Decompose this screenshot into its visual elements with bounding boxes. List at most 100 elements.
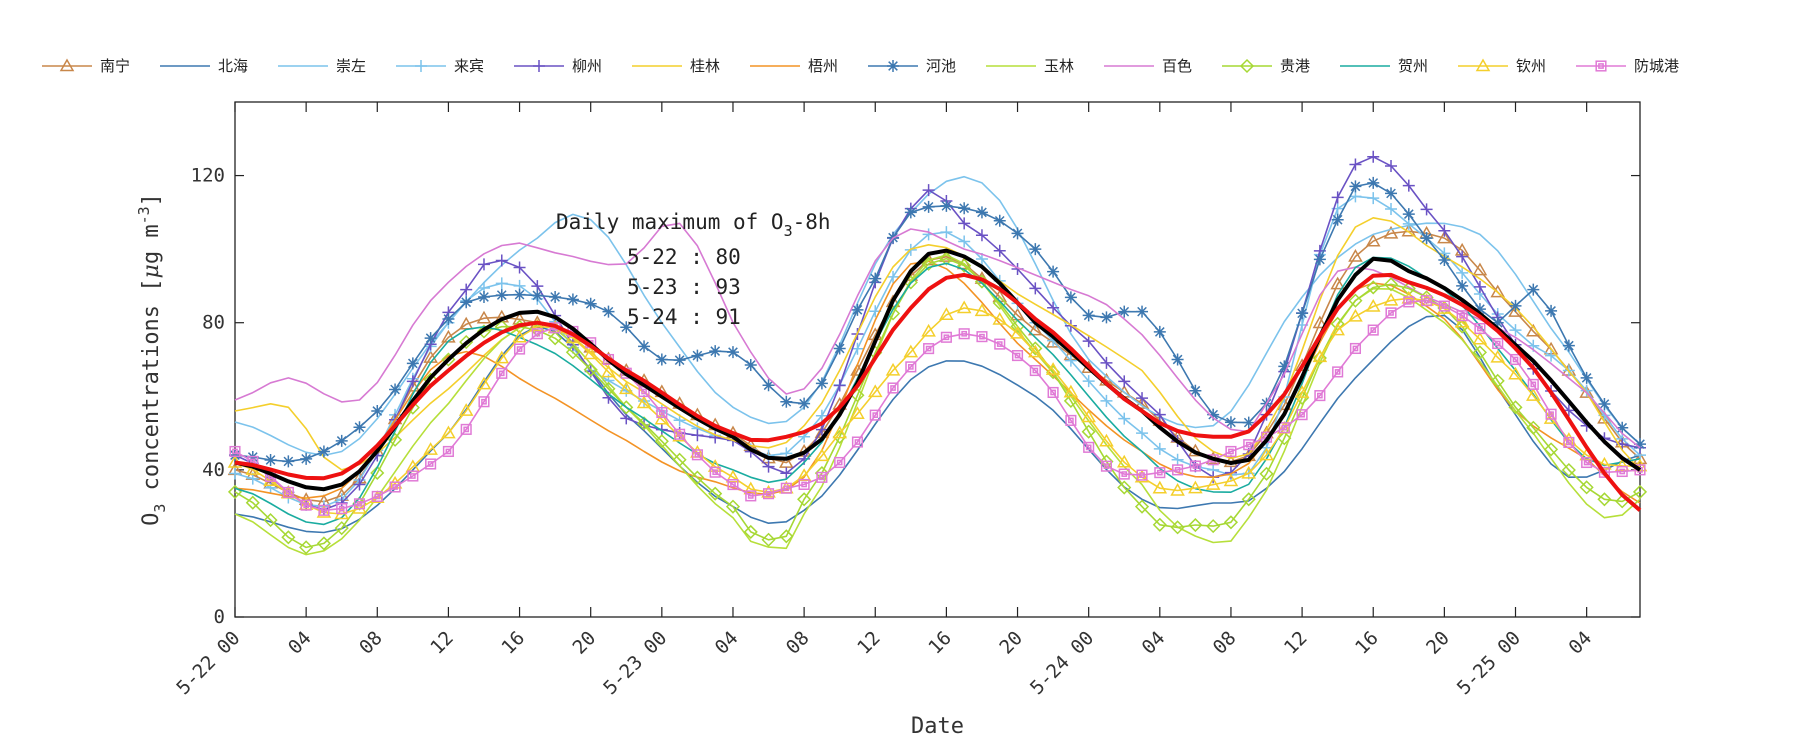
- data-point: [1383, 225, 1399, 239]
- data-point: [1029, 364, 1041, 377]
- data-point: [1259, 466, 1274, 481]
- legend-label: 玉林: [1044, 57, 1074, 75]
- data-point: [318, 504, 330, 516]
- data-point: [229, 467, 241, 480]
- data-point: [335, 434, 348, 447]
- x-tick-label: 5-24 00: [1026, 627, 1098, 699]
- data-point: [974, 303, 990, 317]
- data-point: [1296, 409, 1308, 421]
- y-label-part: g m: [139, 224, 164, 264]
- data-point: [676, 431, 683, 438]
- data-point: [743, 524, 758, 539]
- legend-item: 崇左: [278, 57, 366, 75]
- data-point: [1118, 375, 1131, 388]
- data-point: [885, 294, 901, 308]
- data-point: [1472, 262, 1488, 276]
- data-point: [1205, 477, 1221, 490]
- data-point: [1136, 305, 1149, 318]
- data-point: [1317, 392, 1323, 399]
- data-point: [1456, 250, 1469, 263]
- x-tick-label: 5-22 00: [172, 627, 244, 699]
- data-point: [460, 283, 473, 296]
- data-point: [783, 485, 790, 492]
- annotation-line: 5-22 : 80: [627, 245, 741, 269]
- data-point: [1082, 335, 1095, 348]
- data-point: [1223, 473, 1239, 487]
- x-tick-label: 12: [853, 627, 885, 659]
- data-point: [1367, 150, 1380, 163]
- legend-item: 百色: [1104, 57, 1192, 75]
- data-point: [691, 429, 704, 442]
- data-point: [979, 333, 985, 340]
- y-label-part: 3: [151, 504, 169, 513]
- data-point: [887, 270, 900, 283]
- data-point: [655, 353, 668, 366]
- y-label-part: μ: [139, 264, 164, 278]
- data-point: [1548, 411, 1554, 418]
- data-point: [1081, 424, 1096, 439]
- data-point: [1029, 282, 1042, 295]
- data-point: [1156, 469, 1163, 476]
- data-point: [1388, 310, 1394, 316]
- data-point: [1352, 345, 1359, 352]
- data-point: [498, 370, 505, 377]
- data-point: [1153, 442, 1166, 455]
- data-point: [264, 481, 277, 494]
- data-point: [566, 293, 579, 306]
- y-tick-label: 120: [191, 165, 225, 187]
- y-label-part: O: [139, 513, 164, 526]
- series-line: [234, 195, 1641, 508]
- y-axis: 0 40 80 120: [191, 165, 1640, 628]
- data-point: [1050, 389, 1056, 396]
- data-point: [833, 379, 846, 392]
- legend-label: 贺州: [1398, 57, 1428, 75]
- data-point: [442, 445, 454, 458]
- data-point: [712, 469, 719, 476]
- data-point: [1367, 324, 1379, 336]
- data-point: [1454, 314, 1470, 328]
- y-label-part: concentrations [: [139, 278, 164, 503]
- data-point: [601, 364, 616, 378]
- data-point: [798, 397, 811, 410]
- series-贵港: [227, 251, 1648, 555]
- data-point: [872, 412, 879, 418]
- data-point: [477, 258, 490, 271]
- data-point: [904, 206, 917, 219]
- data-point: [512, 329, 527, 343]
- series-line: [234, 256, 1641, 526]
- data-point: [494, 350, 510, 364]
- data-point: [389, 383, 402, 396]
- data-point: [1245, 441, 1252, 448]
- legend-label: 梧州: [808, 57, 838, 75]
- data-point: [514, 343, 526, 355]
- data-point: [887, 60, 900, 72]
- data-point: [1312, 349, 1328, 363]
- data-point: [994, 338, 1006, 350]
- x-tick-label: 08: [1209, 627, 1241, 659]
- data-point: [618, 381, 634, 395]
- data-point: [496, 367, 508, 379]
- data-point: [476, 376, 492, 390]
- data-point: [263, 513, 278, 528]
- data-point: [1192, 463, 1199, 469]
- data-point: [762, 460, 775, 473]
- data-point: [867, 384, 883, 398]
- data-point: [1014, 352, 1021, 359]
- data-point: [1508, 366, 1523, 380]
- data-point: [1492, 337, 1504, 350]
- data-point: [779, 455, 794, 468]
- data-point: [1313, 253, 1326, 266]
- data-point: [1118, 305, 1131, 318]
- data-point: [1579, 385, 1594, 398]
- data-point: [1438, 224, 1451, 237]
- data-point: [1619, 468, 1626, 475]
- data-point: [958, 235, 971, 248]
- data-point: [730, 481, 736, 488]
- data-point: [356, 500, 363, 507]
- data-point: [1491, 316, 1504, 329]
- series-桂林: [234, 217, 1641, 471]
- data-point: [232, 448, 238, 455]
- data-point: [1634, 438, 1646, 451]
- data-point: [1509, 324, 1522, 337]
- data-point: [415, 60, 428, 72]
